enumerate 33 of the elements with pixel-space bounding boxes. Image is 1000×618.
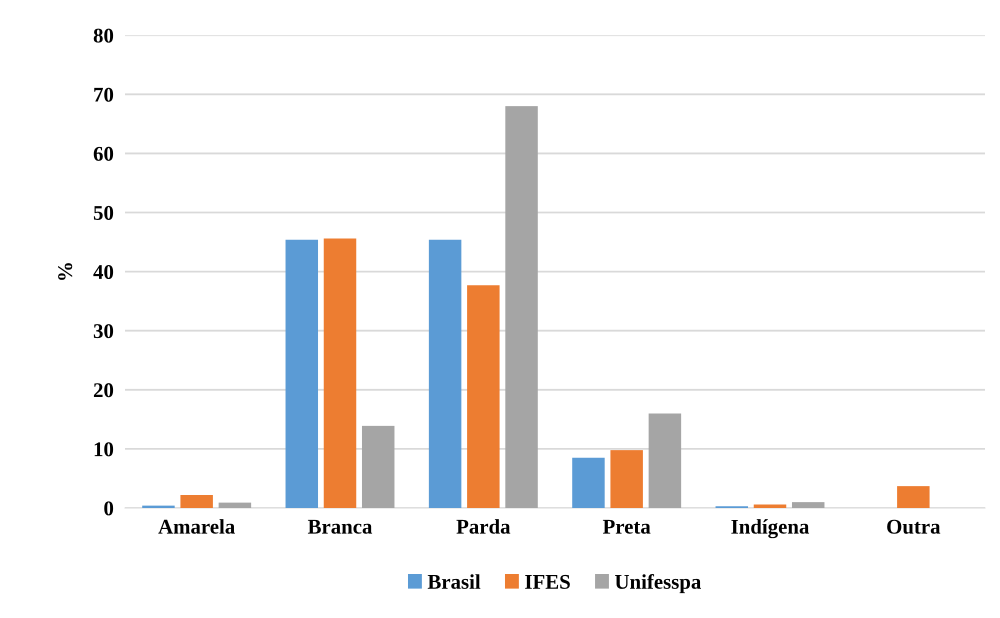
y-axis-title: % xyxy=(58,263,72,280)
x-tick-label: Preta xyxy=(602,520,650,534)
legend-label: Brasil xyxy=(428,574,480,589)
bar xyxy=(792,502,824,508)
y-tick-label: 40 xyxy=(93,264,114,280)
bar xyxy=(218,502,252,508)
y-tick-label: 20 xyxy=(94,383,114,398)
bar xyxy=(180,494,213,508)
bar xyxy=(505,106,538,508)
bar xyxy=(467,285,500,508)
bar xyxy=(428,240,462,508)
bar xyxy=(286,240,318,508)
bar xyxy=(897,486,930,508)
y-tick-label: 50 xyxy=(94,206,114,220)
legend-label: Unifesspa xyxy=(615,574,701,594)
legend-label: IFES xyxy=(525,574,570,589)
y-tick-label: 0 xyxy=(104,501,114,516)
x-tick-label: Outra xyxy=(887,520,940,534)
y-tick-label: 10 xyxy=(94,442,114,456)
x-tick-label: Branca xyxy=(308,520,372,534)
x-tick-label: Amarela xyxy=(158,519,235,534)
y-tick-label: 30 xyxy=(94,324,114,338)
y-tick-label: 70 xyxy=(94,88,114,102)
bar xyxy=(362,426,394,508)
bar xyxy=(754,504,786,508)
x-tick-label: Indígena xyxy=(731,519,810,538)
bar xyxy=(324,238,356,508)
x-tick-label: Parda xyxy=(456,519,510,534)
y-tick-label: 80 xyxy=(94,28,114,43)
bar xyxy=(610,450,643,508)
bar xyxy=(572,458,605,508)
bar xyxy=(648,413,682,508)
y-tick-label: 60 xyxy=(94,146,114,161)
